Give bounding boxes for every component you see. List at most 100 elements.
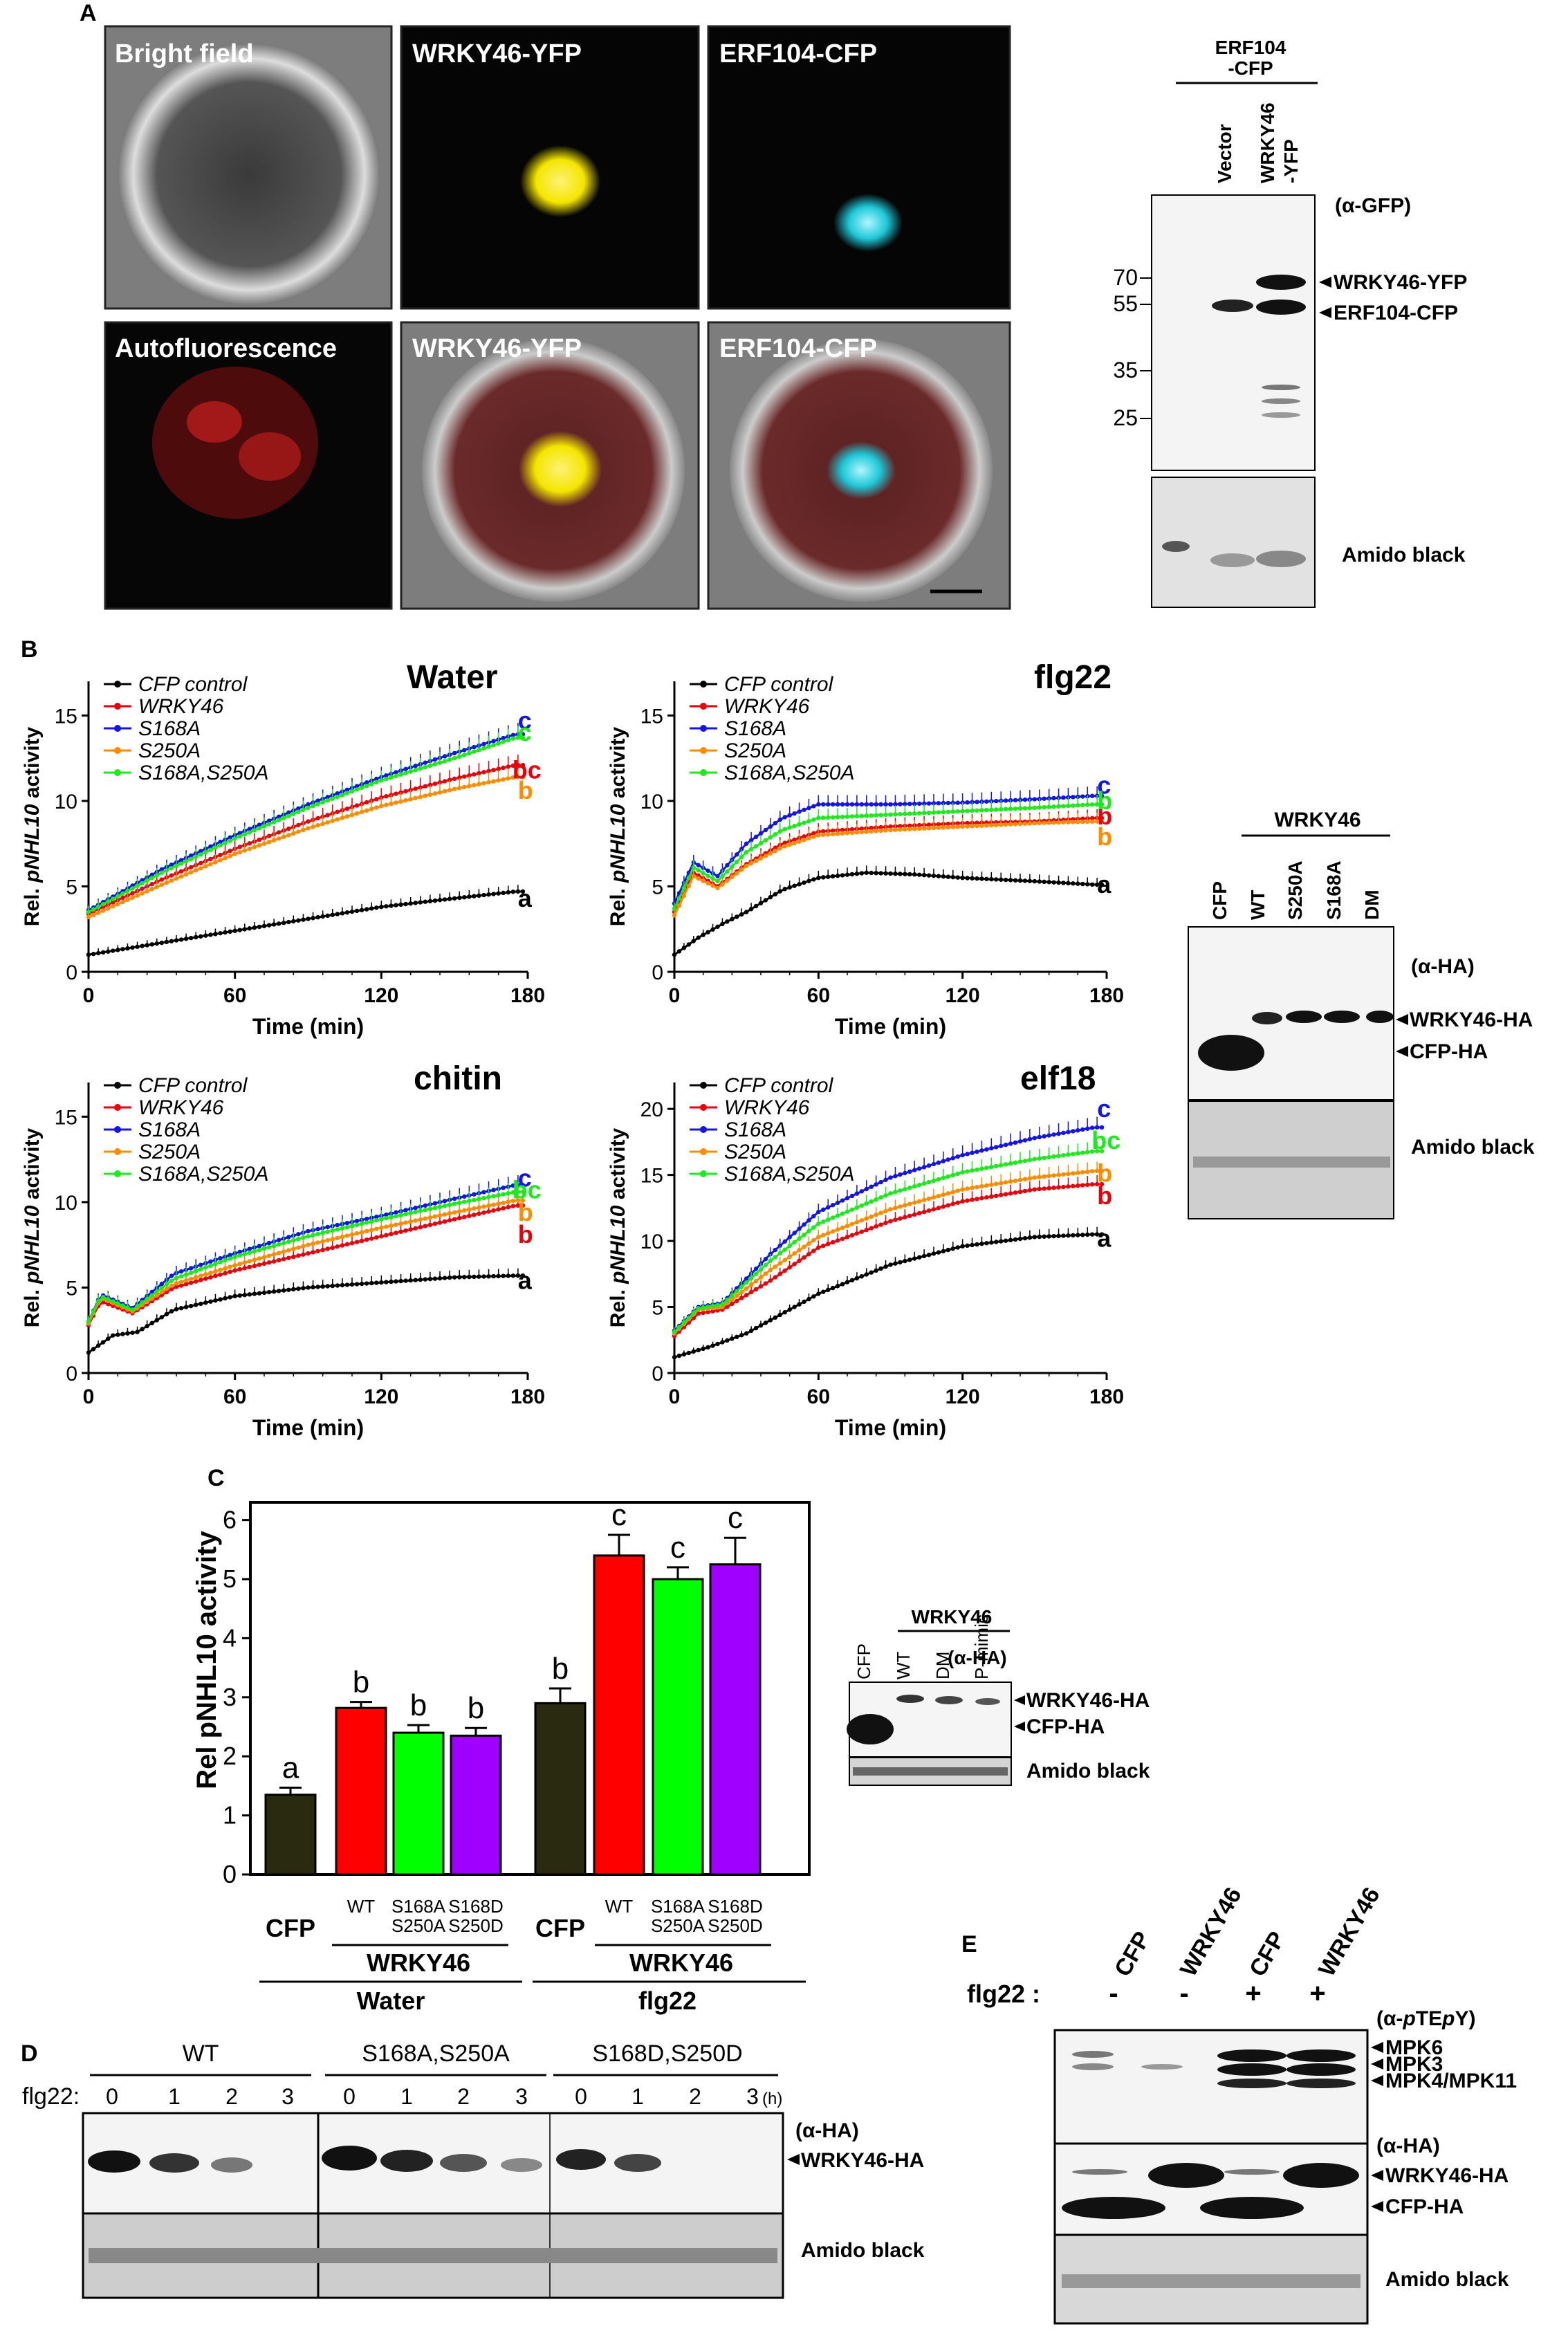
data-point bbox=[898, 827, 903, 832]
data-point bbox=[1056, 804, 1061, 809]
data-point bbox=[447, 1275, 452, 1280]
data-point bbox=[506, 1205, 510, 1210]
data-point bbox=[354, 1222, 360, 1228]
x-tick-label: 0 bbox=[83, 1385, 95, 1408]
data-point bbox=[994, 822, 999, 827]
micrograph-autofluorescence: Autofluorescence bbox=[104, 321, 393, 610]
data-point bbox=[477, 1274, 481, 1279]
data-point bbox=[276, 818, 282, 822]
data-point bbox=[696, 1306, 701, 1311]
data-point bbox=[340, 1226, 345, 1231]
data-point bbox=[903, 1170, 907, 1176]
data-point bbox=[970, 824, 975, 829]
data-point bbox=[447, 788, 452, 793]
data-point bbox=[710, 927, 715, 932]
data-point bbox=[735, 1293, 739, 1298]
data-point bbox=[782, 815, 787, 820]
data-point bbox=[903, 1187, 907, 1192]
data-point bbox=[413, 901, 418, 905]
data-point bbox=[1056, 820, 1061, 825]
data-point bbox=[768, 835, 773, 840]
data-point bbox=[344, 806, 350, 811]
data-point bbox=[1017, 1139, 1023, 1144]
legend-marker bbox=[114, 747, 121, 754]
series-0 bbox=[86, 885, 526, 957]
data-point bbox=[403, 766, 408, 772]
data-point bbox=[149, 942, 154, 947]
data-point bbox=[481, 892, 486, 898]
data-point bbox=[159, 882, 165, 887]
significance-letter: a bbox=[518, 884, 533, 912]
data-point bbox=[437, 760, 443, 765]
data-point bbox=[1032, 1235, 1037, 1240]
data-point bbox=[960, 809, 965, 813]
data-point bbox=[330, 1237, 335, 1242]
data-point bbox=[408, 1219, 413, 1224]
data-point bbox=[840, 1282, 845, 1287]
legend-marker bbox=[114, 1126, 121, 1133]
y-tick-label: 5 bbox=[652, 876, 663, 899]
data-point bbox=[501, 777, 506, 782]
data-point bbox=[237, 928, 242, 932]
time-label: 0 bbox=[343, 2084, 356, 2109]
data-point bbox=[1061, 1172, 1066, 1177]
data-point bbox=[457, 1200, 462, 1206]
data-point bbox=[1080, 819, 1085, 824]
data-point bbox=[955, 1171, 960, 1177]
data-point bbox=[806, 819, 811, 824]
data-point bbox=[883, 802, 888, 807]
data-point bbox=[394, 1210, 398, 1215]
data-point bbox=[282, 1288, 286, 1293]
data-point bbox=[369, 807, 374, 811]
data-point bbox=[515, 1203, 521, 1208]
data-point bbox=[1076, 1183, 1080, 1188]
x-tick-label: 180 bbox=[1089, 1385, 1124, 1408]
group-label: S168A,S250A bbox=[362, 2040, 510, 2067]
data-point bbox=[408, 797, 413, 802]
data-point bbox=[874, 829, 878, 833]
data-point bbox=[320, 914, 325, 919]
data-point bbox=[301, 827, 306, 833]
data-point bbox=[199, 849, 203, 854]
loading-control-label: Amido black bbox=[801, 2239, 925, 2262]
y-label-part: Rel. bbox=[607, 883, 629, 926]
data-point bbox=[320, 800, 325, 805]
data-point bbox=[282, 920, 286, 925]
data-point bbox=[777, 1251, 782, 1256]
data-point bbox=[797, 1258, 802, 1263]
category-label: S168D bbox=[448, 1896, 504, 1917]
data-point bbox=[130, 891, 135, 896]
data-point bbox=[869, 813, 874, 818]
data-point bbox=[447, 1202, 452, 1208]
data-point bbox=[344, 1233, 350, 1238]
data-point bbox=[228, 1269, 232, 1274]
data-point bbox=[869, 825, 874, 831]
data-point bbox=[753, 1278, 759, 1284]
data-point bbox=[893, 1174, 898, 1179]
data-point bbox=[447, 896, 452, 901]
data-point bbox=[311, 916, 315, 921]
data-point bbox=[154, 873, 159, 878]
data-point bbox=[232, 851, 237, 856]
data-point bbox=[768, 1318, 773, 1323]
data-point bbox=[806, 1228, 811, 1234]
data-point bbox=[1022, 1188, 1028, 1194]
data-point bbox=[379, 904, 384, 910]
data-point bbox=[994, 1163, 999, 1169]
data-point bbox=[792, 1262, 797, 1266]
data-point bbox=[403, 1212, 408, 1217]
data-point bbox=[188, 865, 194, 870]
data-point bbox=[792, 1231, 797, 1235]
data-point bbox=[266, 1240, 272, 1246]
data-point bbox=[802, 1244, 806, 1249]
data-point bbox=[257, 1247, 262, 1253]
data-point bbox=[1013, 1140, 1018, 1145]
data-point bbox=[325, 798, 330, 803]
data-point bbox=[921, 826, 927, 831]
data-point bbox=[999, 822, 1004, 827]
bar bbox=[709, 1563, 762, 1876]
data-point bbox=[1037, 1174, 1042, 1179]
data-point bbox=[792, 1305, 797, 1309]
data-point bbox=[946, 874, 951, 879]
legend-marker bbox=[114, 1082, 121, 1089]
